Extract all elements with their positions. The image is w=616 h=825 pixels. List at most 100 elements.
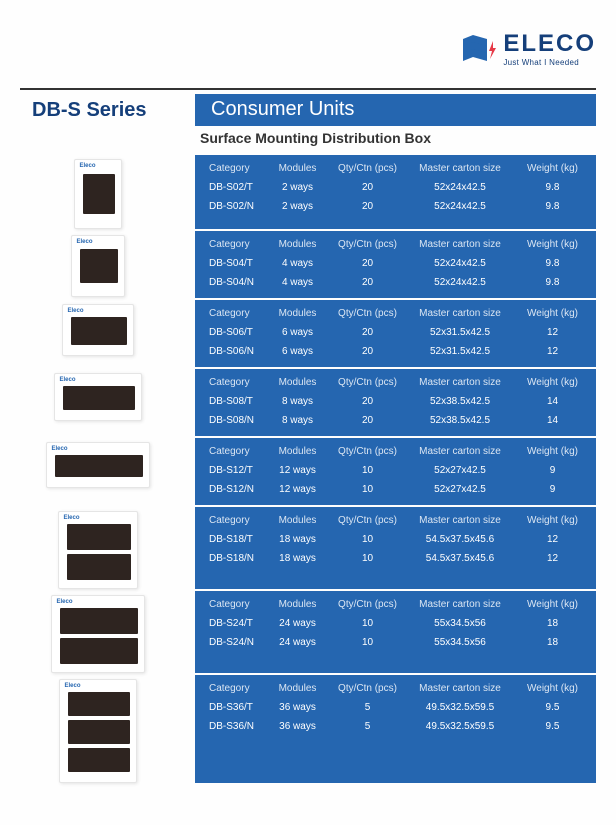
table-header-cell: Weight (kg) xyxy=(515,377,590,388)
spec-table: CategoryModulesQty/Ctn (pcs)Master carto… xyxy=(195,155,596,229)
table-cell: 52x31.5x42.5 xyxy=(405,346,515,357)
table-cell: 14 xyxy=(515,396,590,407)
table-row: DB-S24/T24 ways1055x34.5x5618 xyxy=(195,614,596,633)
table-header-row: CategoryModulesQty/Ctn (pcs)Master carto… xyxy=(195,591,596,614)
product-group: Eleco CategoryModulesQty/Ctn (pcs)Master … xyxy=(0,369,596,436)
table-cell: 20 xyxy=(330,346,405,357)
product-image: Eleco xyxy=(74,159,122,229)
table-header-row: CategoryModulesQty/Ctn (pcs)Master carto… xyxy=(195,155,596,178)
table-cell: 5 xyxy=(330,702,405,713)
table-cell: 49.5x32.5x59.5 xyxy=(405,721,515,732)
logo-icon xyxy=(463,35,499,65)
product-panel xyxy=(67,554,131,580)
table-cell: DB-S12/N xyxy=(195,484,265,495)
table-cell: 14 xyxy=(515,415,590,426)
table-header-cell: Weight (kg) xyxy=(515,446,590,457)
table-cell: 52x38.5x42.5 xyxy=(405,396,515,407)
table-cell: 20 xyxy=(330,277,405,288)
table-cell: 10 xyxy=(330,618,405,629)
table-cell: DB-S08/N xyxy=(195,415,265,426)
table-header-row: CategoryModulesQty/Ctn (pcs)Master carto… xyxy=(195,300,596,323)
product-group: ElecoCategoryModulesQty/Ctn (pcs)Master … xyxy=(0,438,596,505)
spec-table: CategoryModulesQty/Ctn (pcs)Master carto… xyxy=(195,507,596,589)
table-header-cell: Category xyxy=(195,239,265,250)
table-cell: 36 ways xyxy=(265,721,330,732)
table-cell: DB-S18/N xyxy=(195,553,265,564)
table-cell: 6 ways xyxy=(265,327,330,338)
table-cell: 4 ways xyxy=(265,258,330,269)
table-cell: DB-S24/N xyxy=(195,637,265,648)
spec-table: CategoryModulesQty/Ctn (pcs)Master carto… xyxy=(195,300,596,367)
table-header-cell: Category xyxy=(195,683,265,694)
product-brand-mark: Eleco xyxy=(60,377,76,383)
table-cell: DB-S24/T xyxy=(195,618,265,629)
table-row: DB-S18/N18 ways1054.5x37.5x45.612 xyxy=(195,549,596,568)
product-image: Eleco xyxy=(54,373,142,421)
table-header-cell: Category xyxy=(195,377,265,388)
table-cell: 52x27x42.5 xyxy=(405,465,515,476)
table-header-cell: Modules xyxy=(265,599,330,610)
table-header-cell: Modules xyxy=(265,683,330,694)
table-header-cell: Weight (kg) xyxy=(515,599,590,610)
table-header-cell: Category xyxy=(195,599,265,610)
table-cell: DB-S02/N xyxy=(195,201,265,212)
table-cell: DB-S18/T xyxy=(195,534,265,545)
table-header-cell: Qty/Ctn (pcs) xyxy=(330,239,405,250)
content-area: ElecoCategoryModulesQty/Ctn (pcs)Master … xyxy=(0,155,596,815)
product-image-cell: Eleco xyxy=(0,591,195,673)
table-cell: 52x24x42.5 xyxy=(405,201,515,212)
table-header-cell: Weight (kg) xyxy=(515,683,590,694)
logo-tagline: Just What I Needed xyxy=(503,58,596,67)
table-header-cell: Master carton size xyxy=(405,599,515,610)
table-header-cell: Weight (kg) xyxy=(515,308,590,319)
table-header-row: CategoryModulesQty/Ctn (pcs)Master carto… xyxy=(195,369,596,392)
table-cell: 10 xyxy=(330,534,405,545)
table-header-row: CategoryModulesQty/Ctn (pcs)Master carto… xyxy=(195,507,596,530)
table-cell: DB-S04/N xyxy=(195,277,265,288)
spec-table: CategoryModulesQty/Ctn (pcs)Master carto… xyxy=(195,369,596,436)
logo-name: ELECO xyxy=(503,32,596,56)
table-cell: 10 xyxy=(330,553,405,564)
table-cell: 12 ways xyxy=(265,484,330,495)
table-cell: 8 ways xyxy=(265,396,330,407)
table-header-cell: Qty/Ctn (pcs) xyxy=(330,377,405,388)
product-panel xyxy=(60,638,138,664)
table-header-cell: Qty/Ctn (pcs) xyxy=(330,683,405,694)
table-cell: 20 xyxy=(330,327,405,338)
table-header-cell: Modules xyxy=(265,446,330,457)
table-header-cell: Master carton size xyxy=(405,163,515,174)
table-row: DB-S12/N12 ways1052x27x42.59 xyxy=(195,480,596,499)
table-cell: 12 ways xyxy=(265,465,330,476)
product-panel xyxy=(63,386,135,410)
table-header-cell: Qty/Ctn (pcs) xyxy=(330,515,405,526)
top-rule xyxy=(20,88,596,90)
product-image: Eleco xyxy=(71,235,125,297)
table-cell: 49.5x32.5x59.5 xyxy=(405,702,515,713)
table-cell: DB-S04/T xyxy=(195,258,265,269)
table-header-row: CategoryModulesQty/Ctn (pcs)Master carto… xyxy=(195,231,596,254)
product-group: Eleco CategoryModulesQty/Ctn (pcs)Master … xyxy=(0,507,596,589)
product-brand-mark: Eleco xyxy=(64,515,80,521)
product-brand-mark: Eleco xyxy=(68,308,84,314)
table-cell: 52x24x42.5 xyxy=(405,258,515,269)
table-cell: 10 xyxy=(330,637,405,648)
table-cell: DB-S12/T xyxy=(195,465,265,476)
table-header-cell: Modules xyxy=(265,515,330,526)
product-image-cell: Eleco xyxy=(0,231,195,298)
table-row: DB-S06/N6 ways2052x31.5x42.512 xyxy=(195,342,596,361)
table-cell: 52x38.5x42.5 xyxy=(405,415,515,426)
product-group: Eleco CategoryModulesQty/Ctn (pcs)Master … xyxy=(0,300,596,367)
table-header-cell: Modules xyxy=(265,308,330,319)
table-header-cell: Category xyxy=(195,163,265,174)
table-cell: 2 ways xyxy=(265,182,330,193)
table-row: DB-S04/T4 ways2052x24x42.59.8 xyxy=(195,254,596,273)
page-title: Consumer Units xyxy=(195,94,596,126)
table-cell: 18 xyxy=(515,637,590,648)
product-brand-mark: Eleco xyxy=(80,163,96,169)
table-cell: DB-S02/T xyxy=(195,182,265,193)
spec-table: CategoryModulesQty/Ctn (pcs)Master carto… xyxy=(195,231,596,298)
product-brand-mark: Eleco xyxy=(57,599,73,605)
table-cell: 18 ways xyxy=(265,534,330,545)
product-image: Eleco xyxy=(59,679,137,783)
product-image-cell: Eleco xyxy=(0,300,195,367)
